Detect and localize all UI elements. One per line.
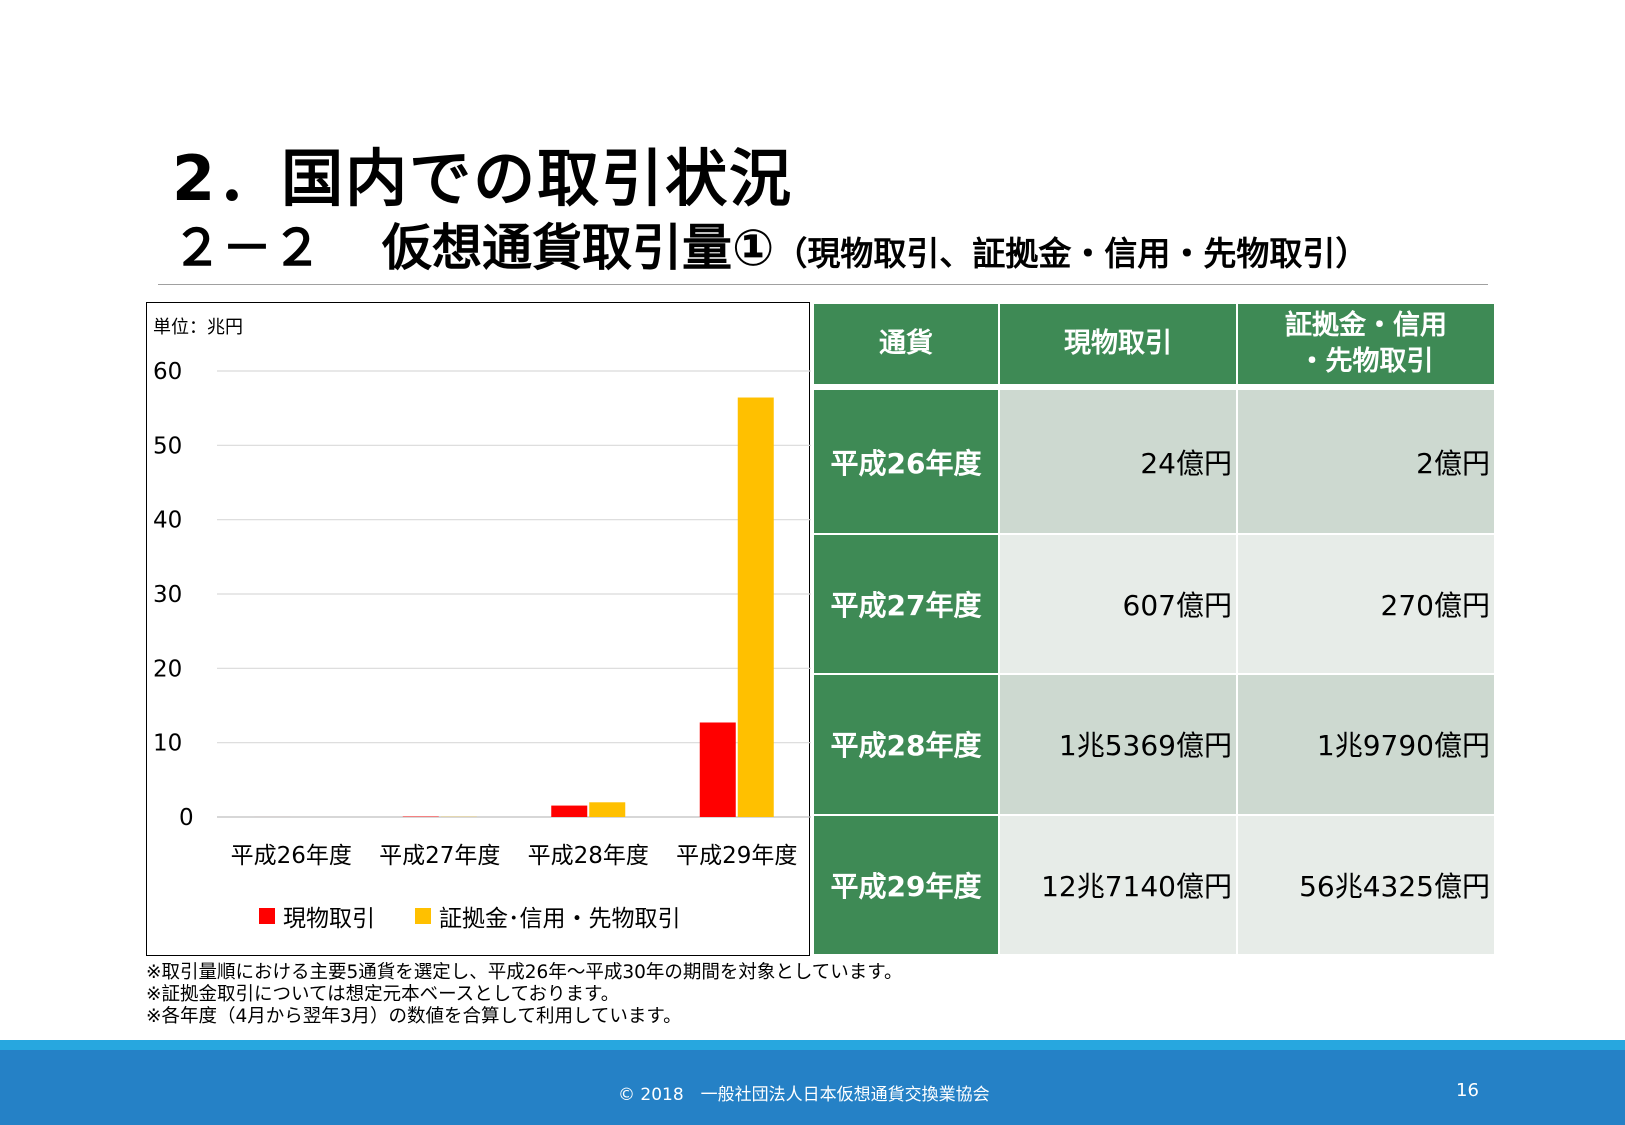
legend-swatch-margin — [415, 908, 431, 924]
x-tick-label: 平成27年度 — [379, 843, 500, 869]
row-year: 平成26年度 — [812, 386, 1000, 535]
y-tick-label: 30 — [153, 582, 182, 608]
title-divider — [158, 284, 1488, 285]
header-margin-line1: 証拠金・信用 — [1285, 309, 1447, 341]
footnotes: ※取引量順における主要5通貨を選定し、平成26年～平成30年の期間を対象としてい… — [146, 962, 902, 1028]
x-tick-label: 平成28年度 — [528, 843, 649, 869]
bar-chart: 単位：兆円 0 10 20 30 40 50 60 平成26年度 平成27年度 平成28年度 平成2… — [146, 302, 811, 956]
page-title: 2．国内での取引状況 — [172, 142, 794, 215]
section-number: ２－２ — [172, 219, 322, 277]
row-year: 平成27年度 — [812, 532, 1000, 676]
row-margin-value: 1兆9790億円 — [1236, 673, 1496, 816]
row-spot-value: 1兆5369億円 — [998, 673, 1238, 816]
header-margin-line2: ・先物取引 — [1298, 346, 1434, 377]
header-spot: 現物取引 — [998, 302, 1238, 390]
y-tick-label: 20 — [153, 656, 182, 682]
row-spot-value: 607億円 — [998, 532, 1238, 676]
legend-item-margin: 証拠金･信用・先物取引 — [415, 899, 681, 933]
legend-item-spot: 現物取引 — [259, 899, 375, 933]
page-subtitle: ２－２ 仮想通貨取引量①（現物取引、証拠金・信用・先物取引） — [172, 208, 1368, 280]
chart-legend: 現物取引 証拠金･信用・先物取引 — [259, 899, 721, 933]
copyright-text: © 2018 一般社団法人日本仮想通貨交換業協会 — [618, 1085, 990, 1105]
footer-accent-bar — [0, 1040, 1625, 1050]
table-row: 平成29年度 12兆7140億円 56兆4325億円 — [812, 813, 1496, 957]
chart-unit-label: 単位：兆円 — [153, 317, 243, 338]
row-margin-value: 2億円 — [1236, 386, 1496, 535]
y-tick-label: 10 — [153, 731, 182, 757]
footer-bar — [0, 1050, 1625, 1125]
footnote: ※取引量順における主要5通貨を選定し、平成26年～平成30年の期間を対象としてい… — [146, 962, 903, 983]
row-margin-value: 270億円 — [1236, 532, 1496, 676]
bar-margin — [589, 802, 626, 817]
table-row: 平成26年度 24億円 2億円 — [812, 386, 1496, 535]
header-margin: 証拠金・信用 ・先物取引 — [1236, 302, 1496, 390]
legend-label-margin: 証拠金･信用・先物取引 — [439, 906, 681, 932]
table-row: 平成27年度 607億円 270億円 — [812, 532, 1496, 676]
legend-label-spot: 現物取引 — [283, 906, 375, 932]
row-year: 平成29年度 — [812, 813, 1000, 957]
x-tick-label: 平成26年度 — [231, 843, 352, 869]
y-tick-label: 50 — [153, 433, 182, 459]
y-tick-label: 60 — [153, 359, 182, 385]
legend-swatch-spot — [259, 908, 275, 924]
bar-spot — [699, 722, 736, 817]
row-year: 平成28年度 — [812, 673, 1000, 816]
row-spot-value: 24億円 — [998, 386, 1238, 535]
x-tick-label: 平成29年度 — [676, 843, 797, 869]
table-header-row: 通貨 現物取引 証拠金・信用 ・先物取引 — [812, 302, 1496, 390]
bar-margin — [737, 397, 774, 817]
section-title-note: （現物取引、証拠金・信用・先物取引） — [774, 234, 1369, 273]
footnote: ※各年度（4月から翌年3月）の数値を合算して利用しています。 — [146, 1006, 682, 1027]
header-currency: 通貨 — [812, 302, 1000, 390]
footnote: ※証拠金取引については想定元本ベースとしております。 — [146, 984, 620, 1005]
y-tick-label: 40 — [153, 508, 182, 534]
table-row: 平成28年度 1兆5369億円 1兆9790億円 — [812, 673, 1496, 816]
page-number: 16 — [1456, 1080, 1479, 1101]
row-spot-value: 12兆7140億円 — [998, 813, 1238, 957]
volume-table: 通貨 現物取引 証拠金・信用 ・先物取引 平成26年度 24億円 2億円 平成27… — [812, 302, 1496, 957]
bar-spot — [551, 805, 588, 817]
chart-plot: 0 10 20 30 40 50 60 平成26年度 平成27年度 平成28年度 平成29年度 — [153, 359, 811, 869]
y-tick-label: 0 — [179, 805, 194, 831]
row-margin-value: 56兆4325億円 — [1236, 813, 1496, 957]
section-title: 仮想通貨取引量① — [382, 219, 775, 277]
